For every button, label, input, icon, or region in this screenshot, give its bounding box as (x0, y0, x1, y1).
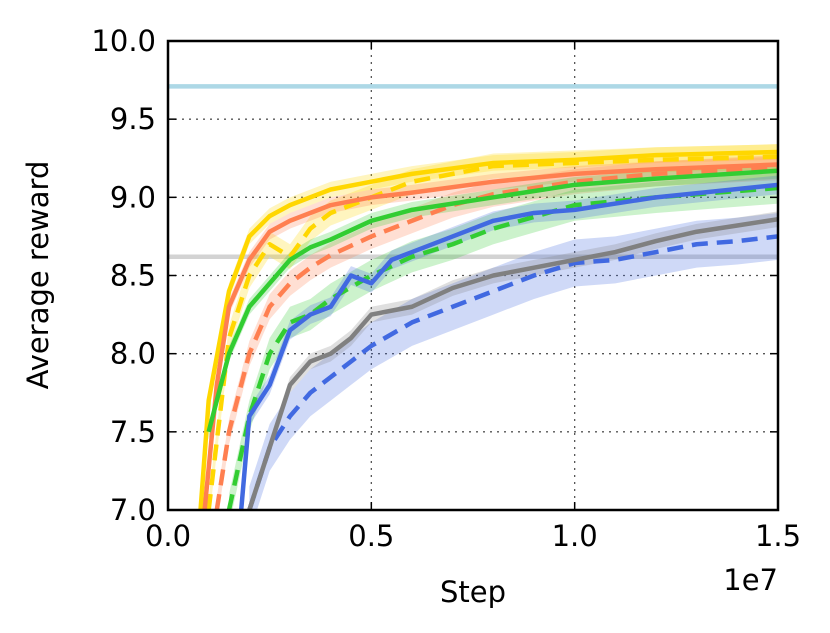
y-axis-label: Average reward (21, 161, 55, 390)
series-line (214, 165, 778, 510)
series-band (216, 155, 778, 510)
x-tick-label: 1.5 (755, 519, 801, 553)
y-tick-label: 7.5 (110, 415, 156, 449)
series-line (198, 149, 778, 510)
y-tick-label: 8.0 (110, 337, 156, 371)
y-tick-label: 9.0 (110, 180, 156, 214)
series-line (206, 168, 778, 433)
x-tick-label: 0.5 (348, 519, 394, 553)
x-axis-label: Step (440, 575, 506, 609)
series-line (226, 185, 778, 510)
series-lines (198, 149, 778, 510)
y-tick-label: 7.0 (110, 493, 156, 527)
series-line (247, 216, 778, 510)
series-line (206, 154, 778, 510)
grid-lines (168, 41, 778, 510)
y-tick-label: 8.5 (110, 259, 156, 293)
x-tick-label: 0.0 (145, 519, 191, 553)
series-line (247, 234, 778, 510)
series-line (202, 162, 778, 510)
x-offset-label: 1e7 (723, 563, 778, 597)
x-tick-label: 1.0 (552, 519, 598, 553)
series-band (229, 172, 778, 510)
y-tick-label: 9.5 (110, 102, 156, 136)
y-tick-label: 10.0 (91, 24, 156, 58)
axis-ticks: 0.0 0.5 1.0 1.5 7.0 7.5 8.0 8.5 9.0 9.5 10.0 (91, 24, 801, 553)
reference-lines (168, 84, 778, 259)
series-line (238, 182, 778, 510)
